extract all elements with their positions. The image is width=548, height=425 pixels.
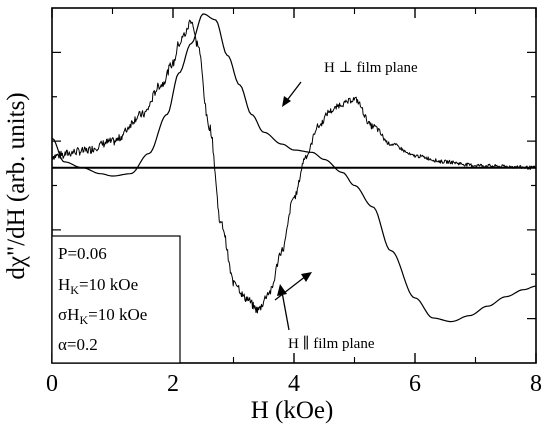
annotation-parallel-arrow (281, 291, 290, 331)
annotation-perpendicular-arrowhead (282, 96, 291, 107)
annotation-parallel-arrow-2 (274, 275, 307, 301)
parameters-box (51, 235, 181, 364)
param-sigma-hk: σHK=10 kOe (58, 305, 147, 327)
y-axis-label: dχ"/dH (arb. units) (3, 92, 30, 279)
param-p: P=0.06 (58, 244, 107, 263)
x-tick-label: 6 (409, 371, 421, 397)
x-tick-label: 8 (530, 371, 542, 397)
annotation-parallel: H ∥ film plane (288, 335, 375, 352)
param-hk: HK=10 kOe (58, 275, 138, 297)
series-line-measured (52, 19, 536, 314)
annotation-perpendicular: H ⊥ film plane (324, 60, 418, 76)
annotation-parallel-arrowhead-2 (301, 272, 312, 282)
x-tick-label: 2 (167, 371, 179, 397)
x-axis-label: H (kOe) (251, 397, 334, 424)
x-tick-label: 0 (46, 371, 58, 397)
x-tick-label: 4 (288, 371, 300, 397)
param-alpha: α=0.2 (58, 335, 98, 354)
series-line-calculated (52, 13, 536, 323)
